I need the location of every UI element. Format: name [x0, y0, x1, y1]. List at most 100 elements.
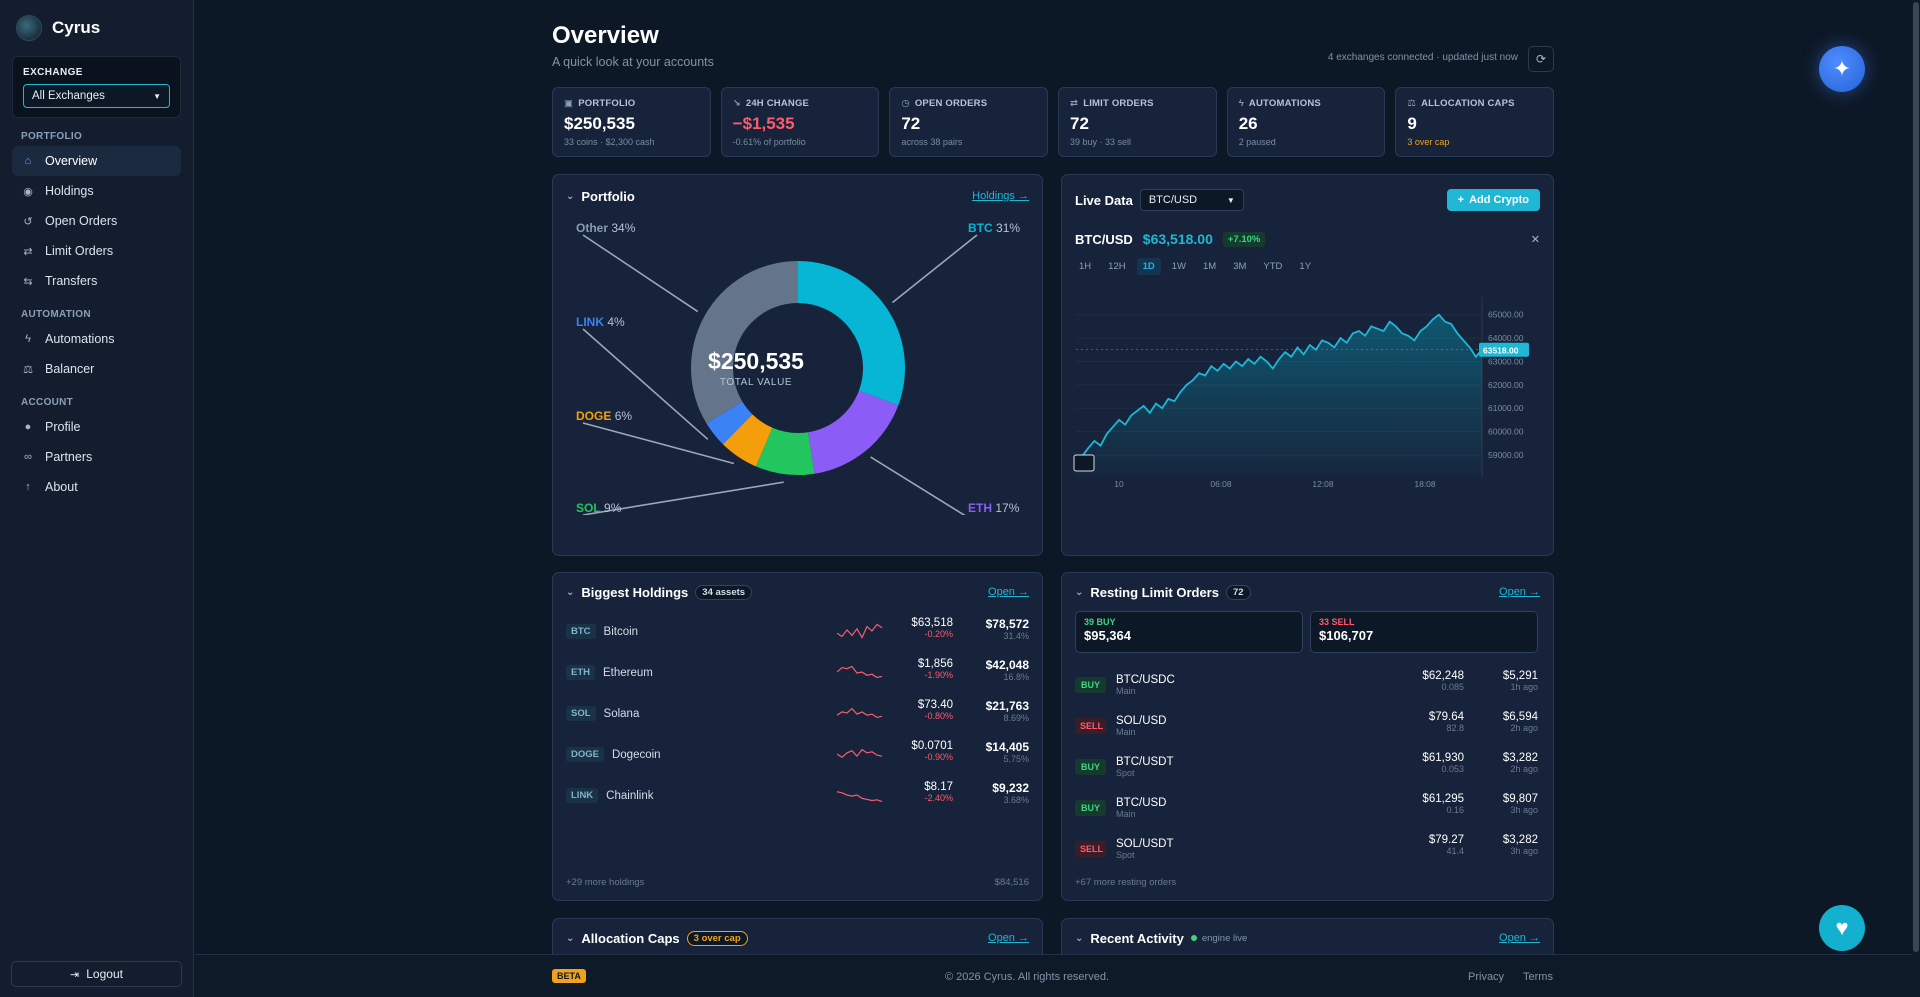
handshake-icon: ∞	[24, 451, 32, 463]
activity-open-link[interactable]: Open →	[1499, 932, 1540, 944]
arrow-right-icon: →	[1529, 586, 1540, 598]
add-crypto-button[interactable]: + Add Crypto	[1446, 189, 1540, 211]
tradingview-logo-icon[interactable]	[1073, 454, 1095, 472]
sidebar-item-label: Overview	[45, 154, 98, 168]
donut-slice-btc[interactable]	[798, 261, 905, 406]
brand[interactable]: Cyrus	[0, 0, 193, 56]
order-row[interactable]: BUY BTC/USDT Spot $61,930 0.053 $3,282 2h ago	[1062, 746, 1551, 787]
sidebar-item-label: Transfers	[45, 274, 98, 288]
stat-label-text: LIMIT ORDERS	[1083, 98, 1154, 109]
donut-slice-link[interactable]	[706, 401, 753, 445]
holding-row-sol[interactable]: SOL Solana $73.40 -0.80% $21,763 8.69%	[553, 693, 1042, 734]
range-tab-1d[interactable]: 1D	[1136, 258, 1161, 275]
order-info: BTC/USD Main	[1116, 797, 1166, 819]
legend-sol-name: SOL	[576, 501, 601, 515]
range-tab-1y[interactable]: 1Y	[1299, 261, 1312, 272]
donut-slice-sol[interactable]	[755, 427, 815, 475]
order-total-value: $6,594	[1502, 711, 1538, 723]
privacy-link[interactable]: Privacy	[1468, 971, 1505, 983]
stat-card-limit-orders[interactable]: ⇄ LIMIT ORDERS 72 39 buy · 33 sell	[1058, 87, 1217, 157]
order-row[interactable]: BUY BTC/USD Main $61,295 0.16 $9,807 3h ago	[1062, 787, 1551, 828]
chevron-down-icon[interactable]: ⌄	[1075, 932, 1084, 944]
price-value: $73.40	[917, 699, 953, 711]
price-change: -0.20%	[924, 629, 953, 639]
stat-card-open-orders[interactable]: ◷ OPEN ORDERS 72 across 38 pairs	[889, 87, 1049, 157]
order-total: $6,594 2h ago	[1477, 711, 1538, 733]
donut-slice-other[interactable]	[691, 261, 798, 424]
range-tab-3m[interactable]: 3M	[1233, 261, 1247, 272]
range-tab-1h[interactable]: 1H	[1079, 261, 1092, 272]
sidebar-item-limit-orders[interactable]: ⇄ Limit Orders	[12, 236, 181, 266]
legend-doge-pct: 6%	[614, 409, 633, 423]
buy-summary-label: 39 BUY	[1084, 617, 1116, 627]
order-row[interactable]: SELL SOL/USD Main $79.64 82.8 $6,594 2h ago	[1062, 705, 1551, 746]
stat-card-allocation-caps[interactable]: ⚖ ALLOCATION CAPS 9 3 over cap	[1395, 87, 1555, 157]
scrollbar[interactable]	[1912, 0, 1920, 997]
chevron-down-icon[interactable]: ⌄	[566, 932, 575, 944]
stat-card-24h-change[interactable]: ↘ 24H CHANGE −$1,535 -0.61% of portfolio	[720, 87, 880, 157]
scrollbar-thumb[interactable]	[1913, 2, 1919, 952]
holding-name: Ethereum	[603, 666, 653, 679]
sidebar-item-balancer[interactable]: ⚖ Balancer	[12, 354, 181, 384]
exchange-select[interactable]: All Exchanges ▼	[23, 84, 170, 108]
sidebar-item-partners[interactable]: ∞ Partners	[12, 442, 181, 472]
sidebar-item-overview[interactable]: ⌂ Overview	[12, 146, 181, 176]
holdings-link[interactable]: Holdings →	[972, 190, 1029, 202]
order-account: Spot	[1116, 849, 1135, 860]
sidebar-item-automations[interactable]: ϟ Automations	[12, 324, 181, 354]
order-total: $3,282 3h ago	[1477, 834, 1538, 856]
stat-card-automations[interactable]: ϟ AUTOMATIONS 26 2 paused	[1226, 87, 1386, 157]
sparkline-path	[837, 665, 883, 679]
sparkline	[837, 707, 883, 719]
terms-link[interactable]: Terms	[1523, 971, 1553, 983]
buy-summary: 39 BUY $95,364	[1075, 611, 1303, 653]
y-tick-label: 59000.00	[1488, 450, 1524, 460]
sidebar-item-transfers[interactable]: ⇆ Transfers	[12, 266, 181, 296]
pair-select[interactable]: BTC/USD ▼	[1139, 189, 1244, 211]
more-orders[interactable]: +67 more resting orders	[1075, 877, 1177, 888]
refresh-button[interactable]: ⟳	[1528, 46, 1554, 72]
holding-row-eth[interactable]: ETH Ethereum $1,856 -1.90% $42,048 16.8%	[553, 652, 1042, 693]
chevron-down-icon[interactable]: ⌄	[1075, 586, 1084, 598]
holding-row-doge[interactable]: DOGE Dogecoin $0.0701 -0.90% $14,405 5.75%	[553, 734, 1042, 775]
sparkline	[837, 748, 883, 759]
logout-button[interactable]: ⇥ Logout	[11, 961, 182, 987]
sidebar-item-holdings[interactable]: ◉ Holdings	[12, 176, 181, 206]
range-tab-1m[interactable]: 1M	[1203, 261, 1217, 272]
range-tab-ytd[interactable]: YTD	[1263, 261, 1283, 272]
arrow-right-icon: →	[1018, 932, 1029, 944]
sidebar-item-about[interactable]: ↑ About	[12, 472, 181, 502]
sidebar-item-profile[interactable]: ● Profile	[12, 412, 181, 442]
holding-row-link[interactable]: LINK Chainlink $8.17 -2.40% $9,232 3.68%	[553, 775, 1042, 816]
portfolio-panel: ⌄ Portfolio Holdings → Other 34% BTC 31%…	[552, 174, 1043, 556]
ai-assistant-button[interactable]: ✦	[1819, 46, 1865, 92]
order-total-value: $9,807	[1502, 793, 1538, 805]
donut-center: $250,535 TOTAL VALUE	[701, 348, 811, 388]
holdings-open-link[interactable]: Open →	[988, 586, 1029, 598]
scale-icon: ⚖	[1407, 98, 1417, 109]
leader-line-other	[582, 234, 699, 313]
close-icon[interactable]: ✕	[1530, 233, 1540, 246]
donut-slice-doge[interactable]	[722, 414, 773, 467]
stat-note: -0.61% of portfolio	[732, 137, 806, 147]
holding-row-btc[interactable]: BTC Bitcoin $63,518 -0.20% $78,572 31.4%	[553, 611, 1042, 652]
donut-slice-eth[interactable]	[808, 390, 899, 474]
holding-price: $0.0701 -0.90%	[888, 740, 953, 762]
favorite-button[interactable]: ♥	[1819, 905, 1865, 951]
side-badge: BUY	[1075, 676, 1106, 693]
stat-card-portfolio[interactable]: ▣ PORTFOLIO $250,535 33 coins · $2,300 cash	[552, 87, 711, 157]
order-age: 3h ago	[1510, 846, 1538, 856]
more-holdings[interactable]: +29 more holdings	[566, 877, 645, 888]
leader-line-sol	[582, 481, 784, 515]
range-tab-12h[interactable]: 12H	[1108, 261, 1126, 272]
chevron-down-icon[interactable]: ⌄	[566, 190, 575, 202]
order-row[interactable]: BUY BTC/USDC Main $62,248 0.085 $5,291 1h ago	[1062, 664, 1551, 705]
orders-open-link[interactable]: Open →	[1499, 586, 1540, 598]
sidebar-item-open-orders[interactable]: ↺ Open Orders	[12, 206, 181, 236]
alloc-open-link[interactable]: Open →	[988, 932, 1029, 944]
y-tick-label: 64000.00	[1488, 333, 1524, 343]
order-row[interactable]: SELL SOL/USDT Spot $79.27 41.4 $3,282 3h ago	[1062, 828, 1551, 869]
chevron-down-icon[interactable]: ⌄	[566, 586, 575, 598]
range-tab-1w[interactable]: 1W	[1171, 261, 1186, 272]
sidebar-item-label: Holdings	[45, 184, 94, 198]
